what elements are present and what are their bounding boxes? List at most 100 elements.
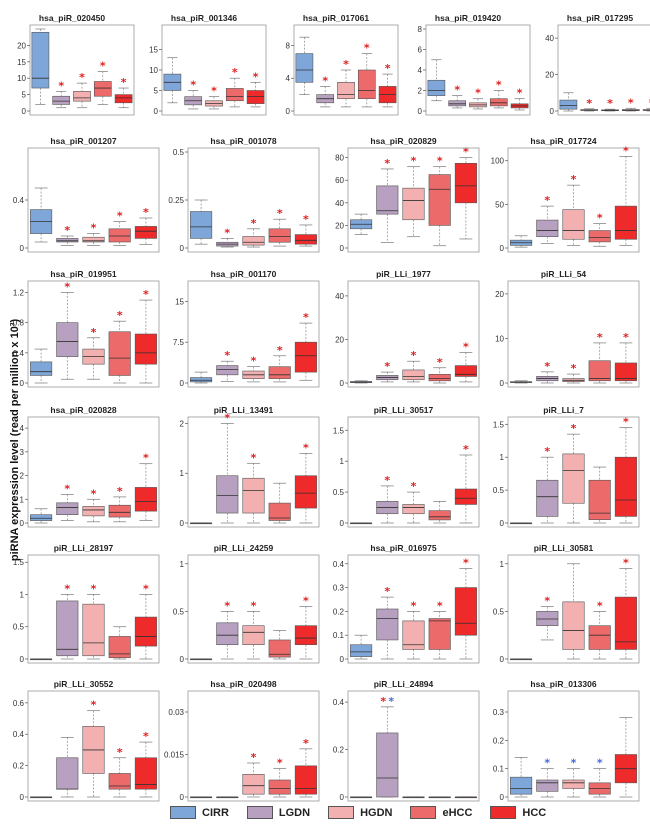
y-tick-label: 0.4 [13, 349, 25, 358]
y-tick-label: 40 [335, 292, 344, 301]
legend: CIRR LGDN HGDN eHCC HCC [170, 806, 546, 819]
box-lgdn [56, 238, 79, 243]
significance-star-hgdn: * [251, 217, 257, 230]
y-tick-label: 20 [17, 41, 26, 50]
significance-star-hgdn: * [411, 599, 417, 612]
box-lgdn [536, 611, 559, 626]
y-tick-label: 0 [22, 107, 27, 116]
significance-star-lgdn: * [586, 97, 592, 110]
significance-star-lgdn: * [454, 84, 460, 97]
y-tick-label: 0.2 [493, 736, 505, 745]
y-tick-label: 4 [286, 74, 291, 83]
significance-star-hgdn: * [91, 222, 97, 235]
significance-star-ehcc: * [364, 42, 370, 55]
box-hcc [614, 362, 637, 382]
box-lgdn [216, 475, 239, 514]
y-tick-label: 0 [20, 379, 25, 388]
significance-star-ehcc: * [277, 757, 283, 770]
significance-star-hgdn: * [343, 58, 349, 71]
significance-star-hgdn: * [251, 599, 257, 612]
box-ehcc [108, 636, 131, 659]
panel-title: hsa_piR_020829 [370, 136, 436, 146]
panel-hsa-pir-001346: hsa_piR_001346 0 5 10 15 * * * * [149, 13, 267, 116]
box-hgdn [402, 369, 425, 381]
panel-frame [507, 554, 640, 664]
box-hgdn [562, 209, 585, 240]
significance-star-hcc: * [517, 87, 523, 100]
y-tick-label: 0.5 [173, 607, 185, 616]
y-tick-label: 0.4 [333, 698, 345, 707]
y-tick-label: 1 [180, 469, 185, 478]
panel-title: piR_LLi_7 [543, 405, 584, 415]
y-tick-label: 0.25 [168, 196, 184, 205]
significance-star-ehcc: * [628, 96, 634, 109]
significance-star-hcc: * [385, 62, 391, 75]
box-ehcc [108, 331, 131, 376]
significance-star-hcc: * [303, 737, 309, 750]
box-hcc [246, 90, 265, 104]
y-tick-label: 40 [335, 199, 344, 208]
significance-star-blue-hgdn: * [571, 757, 577, 770]
legend-label-cirr: CIRR [202, 806, 229, 819]
y-tick-label: 0 [340, 793, 345, 802]
y-tick-label: 0.03 [168, 708, 184, 717]
panel-hsa-pir-016975: hsa_piR_016975 0 0.1 0.2 0.3 0.4 * * * * [333, 543, 480, 664]
legend-swatch-lgdn [246, 806, 273, 819]
y-tick-label: 1.5 [333, 426, 345, 435]
box-hgdn [242, 236, 265, 246]
panel-title: hsa_piR_017724 [530, 136, 596, 146]
y-tick-label: 0.015 [164, 751, 185, 760]
y-tick-label: 0 [500, 519, 505, 528]
box-ehcc [588, 479, 611, 521]
box-lgdn [536, 479, 559, 517]
box-hcc [294, 475, 317, 509]
significance-star-hcc: * [623, 331, 629, 344]
y-tick-label: 0 [340, 655, 345, 664]
y-tick-label: 0 [500, 244, 505, 253]
significance-star-lgdn: * [224, 226, 230, 239]
box-hgdn [82, 236, 105, 243]
y-tick-label: 7.5 [173, 338, 185, 347]
significance-star-lgdn: * [64, 281, 70, 294]
panel-frame [27, 690, 160, 802]
significance-star-hgdn: * [251, 451, 257, 464]
y-tick-label: 0.4 [333, 560, 345, 569]
significance-star-lgdn: * [190, 79, 196, 92]
box-hgdn [562, 453, 585, 504]
significance-star-hgdn: * [571, 362, 577, 375]
y-tick-label: 8 [286, 41, 291, 50]
box-ehcc [93, 81, 112, 97]
y-tick-label: 0 [20, 519, 25, 528]
y-tick-label: 0.2 [333, 746, 345, 755]
panel-frame [507, 416, 640, 528]
panel-title: piR_LLi_24894 [374, 679, 434, 689]
y-tick-label: 4 [20, 424, 25, 433]
significance-star-lgdn: * [224, 599, 230, 612]
box-hgdn [562, 779, 585, 789]
box-cirr [427, 79, 446, 96]
y-tick-label: 0.4 [13, 196, 25, 205]
y-tick-label: 50 [495, 200, 504, 209]
y-tick-label: 0 [340, 244, 345, 253]
panel-frame [187, 416, 320, 528]
panel-hsa-pir-020498: hsa_piR_020498 0 0.015 0.03 * * * [164, 679, 320, 802]
significance-star-ehcc: * [100, 60, 106, 73]
panel-frame [27, 280, 160, 388]
y-tick-label: 20 [545, 71, 554, 80]
legend-label-hgdn: HGDN [360, 806, 393, 819]
y-tick-label: 0.5 [13, 623, 25, 632]
y-tick-label: 1 [500, 453, 505, 462]
y-tick-label: 8 [418, 25, 423, 34]
y-tick-label: 15 [17, 58, 26, 67]
panel-title: hsa_piR_001346 [171, 13, 237, 23]
y-tick-label: 20 [335, 221, 344, 230]
significance-star-lgdn: * [384, 474, 390, 487]
box-hgdn [402, 187, 425, 221]
box-ehcc [428, 510, 451, 521]
significance-star-hcc: * [303, 441, 309, 454]
box-hcc [294, 625, 317, 646]
significance-star-ehcc: * [597, 599, 603, 612]
panel-frame [347, 690, 480, 802]
y-tick-label: 60 [335, 176, 344, 185]
panel-pir-lli-1977: piR_LLi_1977 0 20 40 * * * * [335, 269, 480, 388]
